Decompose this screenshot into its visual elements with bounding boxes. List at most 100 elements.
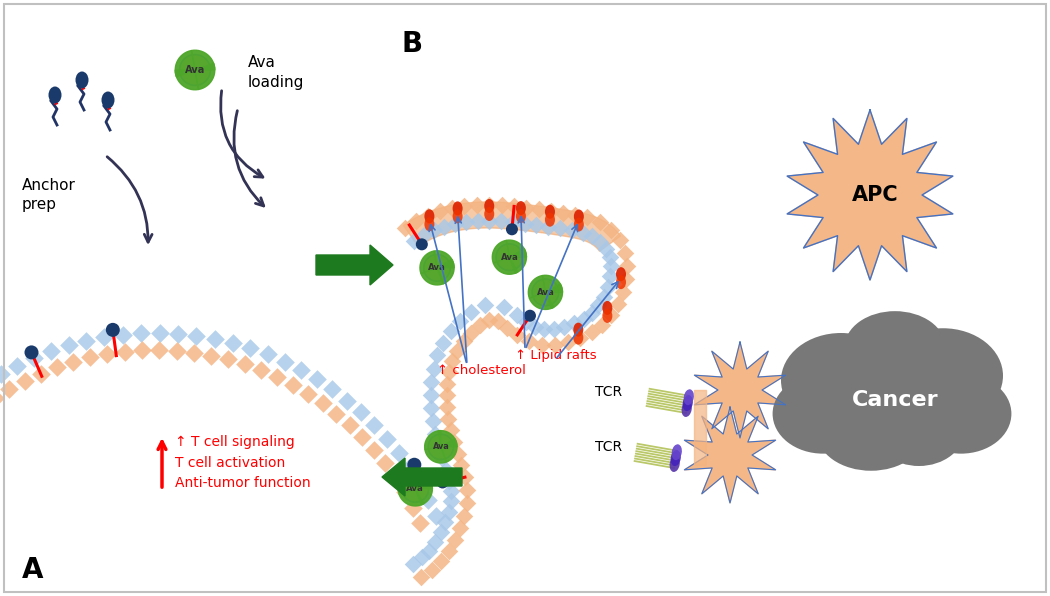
Point bbox=[339, 396, 356, 405]
Point bbox=[469, 216, 486, 226]
Point bbox=[435, 338, 452, 347]
Point bbox=[527, 322, 544, 331]
Point bbox=[391, 448, 407, 458]
Point bbox=[424, 417, 441, 426]
Circle shape bbox=[24, 346, 39, 359]
Text: A: A bbox=[22, 556, 43, 584]
Point bbox=[436, 222, 453, 231]
Point bbox=[438, 465, 455, 475]
Point bbox=[151, 328, 168, 338]
Point bbox=[517, 219, 533, 228]
Polygon shape bbox=[506, 240, 526, 257]
Text: TCR: TCR bbox=[595, 440, 622, 454]
Point bbox=[504, 218, 521, 227]
Point bbox=[458, 218, 475, 227]
Point bbox=[114, 330, 131, 340]
Ellipse shape bbox=[684, 389, 694, 405]
Polygon shape bbox=[543, 275, 563, 293]
Point bbox=[219, 355, 236, 364]
Point bbox=[584, 308, 601, 318]
Point bbox=[441, 367, 458, 377]
Point bbox=[65, 357, 82, 367]
Point bbox=[594, 320, 611, 330]
Ellipse shape bbox=[773, 374, 874, 454]
Text: APC: APC bbox=[852, 185, 899, 205]
Point bbox=[365, 445, 382, 455]
Circle shape bbox=[437, 476, 448, 489]
Point bbox=[521, 337, 538, 346]
Point bbox=[446, 535, 463, 544]
Circle shape bbox=[402, 476, 428, 502]
Point bbox=[433, 557, 449, 566]
Point bbox=[560, 338, 576, 347]
Point bbox=[341, 420, 358, 430]
Point bbox=[458, 498, 475, 508]
Point bbox=[386, 473, 403, 482]
Point bbox=[253, 365, 270, 375]
Ellipse shape bbox=[545, 213, 555, 226]
Point bbox=[412, 519, 428, 528]
Point bbox=[592, 237, 609, 246]
Ellipse shape bbox=[682, 395, 693, 411]
Point bbox=[78, 336, 94, 346]
Point bbox=[441, 476, 458, 486]
Ellipse shape bbox=[573, 331, 584, 344]
Ellipse shape bbox=[603, 309, 612, 323]
Ellipse shape bbox=[671, 450, 680, 466]
Point bbox=[590, 300, 607, 310]
Point bbox=[441, 546, 458, 555]
Point bbox=[439, 379, 456, 389]
Point bbox=[430, 442, 447, 451]
Point bbox=[419, 211, 436, 221]
Polygon shape bbox=[399, 489, 424, 506]
Point bbox=[353, 408, 370, 417]
Polygon shape bbox=[694, 342, 785, 438]
Point bbox=[554, 208, 571, 218]
Point bbox=[433, 527, 449, 537]
Ellipse shape bbox=[484, 207, 495, 221]
Point bbox=[17, 376, 34, 386]
Point bbox=[242, 343, 258, 353]
Point bbox=[602, 271, 618, 281]
Ellipse shape bbox=[424, 218, 435, 231]
Point bbox=[8, 361, 25, 371]
Point bbox=[455, 336, 471, 346]
Point bbox=[366, 421, 383, 430]
Polygon shape bbox=[545, 284, 563, 308]
Circle shape bbox=[532, 279, 559, 306]
Point bbox=[567, 210, 584, 219]
Point bbox=[82, 353, 99, 362]
Point bbox=[438, 391, 455, 401]
Point bbox=[540, 222, 557, 231]
Point bbox=[440, 414, 457, 424]
Point bbox=[446, 219, 463, 229]
Point bbox=[453, 460, 469, 470]
Point bbox=[442, 496, 459, 506]
Ellipse shape bbox=[781, 333, 901, 428]
Point bbox=[542, 206, 559, 216]
Point bbox=[406, 236, 423, 246]
Ellipse shape bbox=[817, 328, 973, 452]
Point bbox=[1, 384, 18, 394]
Point bbox=[397, 223, 414, 232]
Point bbox=[203, 350, 219, 360]
Point bbox=[396, 488, 413, 497]
Ellipse shape bbox=[895, 367, 979, 433]
Point bbox=[494, 201, 510, 210]
Polygon shape bbox=[441, 439, 457, 462]
Polygon shape bbox=[492, 240, 509, 263]
Ellipse shape bbox=[844, 311, 945, 383]
Point bbox=[452, 316, 468, 326]
Point bbox=[206, 334, 223, 344]
Point bbox=[354, 433, 371, 442]
Ellipse shape bbox=[681, 401, 692, 417]
Point bbox=[186, 348, 203, 358]
Polygon shape bbox=[424, 431, 441, 449]
Circle shape bbox=[524, 310, 536, 322]
Point bbox=[533, 340, 550, 349]
Point bbox=[434, 454, 450, 463]
Point bbox=[518, 203, 534, 212]
Point bbox=[574, 228, 591, 238]
Polygon shape bbox=[420, 251, 437, 274]
Point bbox=[595, 292, 612, 302]
